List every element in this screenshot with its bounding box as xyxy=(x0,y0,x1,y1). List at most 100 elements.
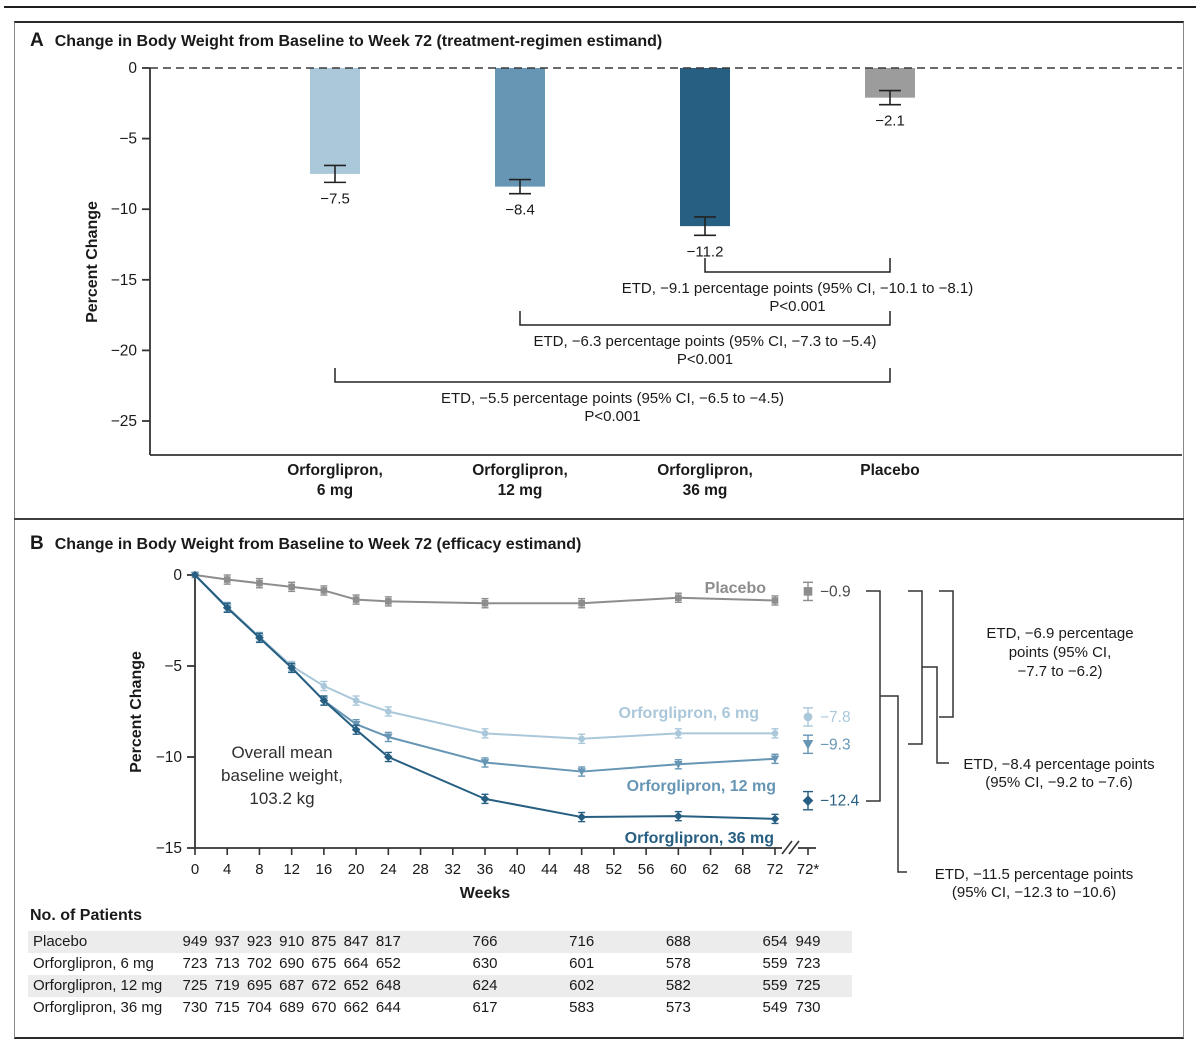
y-axis-title: Percent Change xyxy=(128,651,145,773)
y-tick-label: 0 xyxy=(173,567,182,584)
table-row: Placebo 949 937 923 910 875 847 817 766 716 688 654… xyxy=(0,931,1200,953)
panel-a-title: A Change in Body Weight from Baseline to … xyxy=(30,30,662,52)
etd-text: ETD, −9.1 percentage points (95% CI, −10… xyxy=(622,280,973,297)
row-label: Orforglipron, 6 mg xyxy=(33,955,154,972)
series-marker-orforglipron-36mg xyxy=(480,794,490,804)
patient-count: 654 xyxy=(762,933,788,950)
x-tick-label: 32 xyxy=(444,861,461,878)
series-marker-orforglipron-12mg xyxy=(480,759,490,767)
etd-text: ETD, −6.3 percentage points (95% CI, −7.… xyxy=(533,333,876,350)
patient-count: 713 xyxy=(214,955,240,972)
category-label: 36 mg xyxy=(683,482,728,499)
patient-count: 817 xyxy=(375,933,401,950)
etd-bracket xyxy=(334,368,891,383)
patient-count: 719 xyxy=(214,977,240,994)
final-value-label-orforglipron-36mg: −12.4 xyxy=(820,793,860,810)
x-tick-label: 44 xyxy=(541,861,558,878)
series-marker-orforglipron-36mg xyxy=(577,812,586,822)
patient-count: 652 xyxy=(375,955,401,972)
etd-text: ETD, −11.5 percentage points xyxy=(935,866,1134,883)
patient-count: 617 xyxy=(472,999,498,1016)
patient-count: 662 xyxy=(343,999,369,1016)
bar-value-label: −8.4 xyxy=(505,202,535,219)
patient-count: 602 xyxy=(569,977,595,994)
patient-count: 723 xyxy=(795,955,821,972)
panel-a-letter: A xyxy=(30,30,44,51)
series-marker-placebo xyxy=(675,594,682,602)
series-marker-orforglipron-36mg xyxy=(770,814,780,824)
etd-text: ETD, −5.5 percentage points (95% CI, −6.… xyxy=(441,390,784,407)
etd-bracket xyxy=(519,311,891,326)
patient-count: 652 xyxy=(343,977,369,994)
x-tick-label: 24 xyxy=(380,861,397,878)
patient-count: 578 xyxy=(665,955,691,972)
series-marker-orforglipron-6mg xyxy=(771,730,779,737)
etd-bracket xyxy=(908,590,923,745)
patient-count: 875 xyxy=(311,933,337,950)
etd-text: −7.7 to −6.2) xyxy=(1017,663,1102,680)
x-tick-label: 16 xyxy=(316,861,333,878)
series-marker-orforglipron-36mg xyxy=(319,696,329,705)
category-label: Orforglipron, xyxy=(657,462,753,479)
row-label: Orforglipron, 12 mg xyxy=(33,977,163,994)
etd-bracket xyxy=(704,258,891,273)
category-label: Orforglipron, xyxy=(287,462,383,479)
series-marker-orforglipron-36mg xyxy=(674,811,683,821)
bar-orforglipron-6mg xyxy=(310,68,360,174)
table-row: Orforglipron, 36 mg 730 715 704 689 670 662 644… xyxy=(0,997,1200,1019)
x-tick-label: 20 xyxy=(348,861,365,878)
series-marker-orforglipron-12mg xyxy=(384,733,393,742)
x-tick-label: 62 xyxy=(702,861,719,878)
axis-break-slash xyxy=(781,840,793,855)
final-value-label-placebo: −0.9 xyxy=(820,583,851,600)
etd-text: ETD, −8.4 percentage points xyxy=(963,756,1154,773)
axis-break-slash xyxy=(788,840,800,855)
row-shading xyxy=(28,975,852,997)
x-tick-label: 56 xyxy=(638,861,655,878)
series-marker-placebo xyxy=(256,579,263,587)
series-label-orforglipron-12mg: Orforglipron, 12 mg xyxy=(627,778,776,795)
final-marker-orforglipron-36mg xyxy=(802,795,814,806)
figure-border xyxy=(14,21,1184,1039)
category-label: 12 mg xyxy=(498,482,543,499)
patient-count: 601 xyxy=(569,955,595,972)
patient-count: 725 xyxy=(182,977,208,994)
y-axis-title: Percent Change xyxy=(84,201,101,323)
patient-count: 549 xyxy=(762,999,788,1016)
patient-count: 847 xyxy=(343,933,369,950)
patient-count: 730 xyxy=(182,999,208,1016)
x-tick-label: 36 xyxy=(477,861,494,878)
patient-count: 670 xyxy=(311,999,337,1016)
etd-bracket xyxy=(866,590,881,802)
patient-count: 937 xyxy=(214,933,240,950)
baseline-weight-note: Overall mean xyxy=(231,743,332,762)
series-marker-orforglipron-12mg xyxy=(674,760,683,769)
top-rule xyxy=(4,6,1196,8)
patient-count: 689 xyxy=(279,999,305,1016)
series-marker-placebo xyxy=(320,587,328,594)
patient-count: 695 xyxy=(246,977,272,994)
x-tick-label: 60 xyxy=(670,861,687,878)
bar-value-label: −2.1 xyxy=(875,113,905,130)
x-tick-label: 4 xyxy=(223,861,231,878)
etd-leader xyxy=(880,695,907,873)
patient-count: 583 xyxy=(569,999,595,1016)
panel-a-title-text: Change in Body Weight from Baseline to W… xyxy=(54,33,663,50)
patient-count: 702 xyxy=(246,955,272,972)
bar-orforglipron-12mg xyxy=(495,68,545,187)
panel-b-letter: B xyxy=(30,533,44,554)
patient-count: 675 xyxy=(311,955,337,972)
etd-leader xyxy=(922,666,949,764)
patient-count: 573 xyxy=(665,999,691,1016)
series-label-orforglipron-6mg: Orforglipron, 6 mg xyxy=(619,705,759,722)
series-marker-orforglipron-36mg xyxy=(255,633,264,643)
y-tick-label: −10 xyxy=(111,201,138,218)
table-row: Orforglipron, 12 mg 725 719 695 687 672 652 648… xyxy=(0,975,1200,997)
series-marker-placebo xyxy=(223,576,231,583)
patients-table: No. of Patients Placebo 949 937 923 910 875 84… xyxy=(0,903,1200,1038)
series-marker-placebo xyxy=(578,599,585,607)
patient-count: 910 xyxy=(279,933,305,950)
x-tick-label: 68 xyxy=(734,861,751,878)
patient-count: 648 xyxy=(375,977,401,994)
